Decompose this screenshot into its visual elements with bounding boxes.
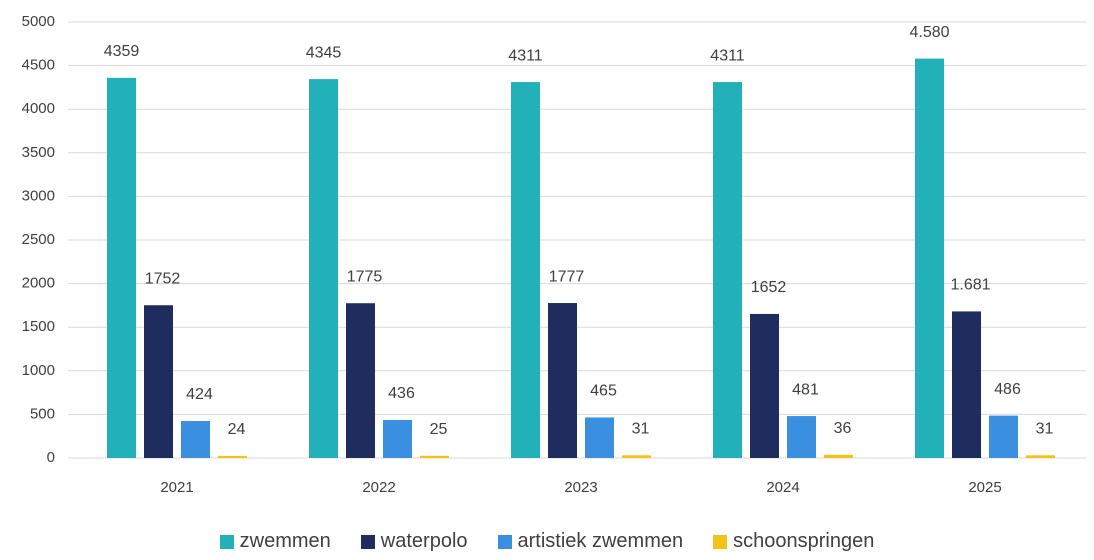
legend-label: artistiek zwemmen <box>517 530 684 552</box>
data-label: 31 <box>1036 421 1054 438</box>
bar <box>218 455 247 458</box>
bar <box>548 303 577 458</box>
bar <box>989 415 1018 458</box>
data-label: 465 <box>590 383 617 400</box>
legend-item: zwemmen <box>219 530 331 553</box>
y-tick-label: 4000 <box>22 100 55 117</box>
data-label: 1775 <box>347 268 383 285</box>
bar <box>915 58 944 459</box>
data-label: 1.681 <box>950 277 990 294</box>
data-label: 4345 <box>306 44 342 61</box>
y-tick-label: 0 <box>47 449 55 466</box>
legend-swatch <box>497 534 512 549</box>
y-tick-label: 5000 <box>22 13 55 30</box>
bar <box>585 417 614 458</box>
y-tick-label: 2000 <box>22 275 55 292</box>
data-label: 4311 <box>508 47 543 64</box>
legend-item: schoonspringen <box>713 530 874 553</box>
legend-label: waterpolo <box>380 530 468 552</box>
bar <box>622 455 651 458</box>
bar <box>309 79 338 458</box>
data-label: 481 <box>792 381 819 398</box>
bar <box>1026 455 1055 458</box>
y-tick-label: 2500 <box>22 231 55 248</box>
x-tick-label: 2024 <box>766 479 799 496</box>
data-label: 1652 <box>751 279 787 296</box>
data-label: 1752 <box>145 270 181 287</box>
legend-swatch <box>713 534 728 549</box>
x-tick-label: 2021 <box>160 479 193 496</box>
y-tick-label: 500 <box>30 405 55 422</box>
data-label: 486 <box>994 381 1021 398</box>
x-tick-label: 2023 <box>564 479 597 496</box>
data-label: 436 <box>388 385 415 402</box>
data-label: 24 <box>228 421 246 438</box>
y-tick-label: 1000 <box>22 362 55 379</box>
bar <box>750 313 779 458</box>
bar <box>713 82 742 458</box>
bar <box>952 311 981 458</box>
legend-item: waterpolo <box>360 530 468 553</box>
data-label: 36 <box>834 420 852 437</box>
bar <box>787 416 816 458</box>
bar <box>181 421 210 458</box>
legend-swatch <box>360 534 375 549</box>
data-label: 1777 <box>549 268 585 285</box>
bar <box>346 303 375 458</box>
chart: 0 500 1000 1500 2000 2500 3000 3500 4000 4500 5000… <box>22 13 1086 496</box>
y-tick-label: 3500 <box>22 144 55 161</box>
x-tick-label: 2025 <box>968 479 1001 496</box>
bar <box>420 455 449 458</box>
legend: zwemmen waterpolo artistiek zwemmen schoons… <box>0 530 1094 553</box>
data-label: 4359 <box>104 43 140 60</box>
y-tick-label: 3000 <box>22 187 55 204</box>
y-tick-label: 1500 <box>22 318 55 335</box>
data-label: 31 <box>632 421 650 438</box>
bar <box>824 454 853 458</box>
bar <box>511 82 540 458</box>
y-tick-label: 4500 <box>22 57 55 74</box>
bar <box>107 77 136 458</box>
data-label: 424 <box>186 386 213 403</box>
bar <box>144 305 173 458</box>
x-tick-label: 2022 <box>362 479 395 496</box>
data-label: 4311 <box>710 47 745 64</box>
legend-label: zwemmen <box>239 530 331 552</box>
legend-label: schoonspringen <box>733 530 875 552</box>
legend-item: artistiek zwemmen <box>497 530 684 553</box>
legend-swatch <box>219 534 234 549</box>
bar <box>383 419 412 458</box>
data-label: 4.580 <box>909 24 949 41</box>
data-label: 25 <box>430 421 448 438</box>
